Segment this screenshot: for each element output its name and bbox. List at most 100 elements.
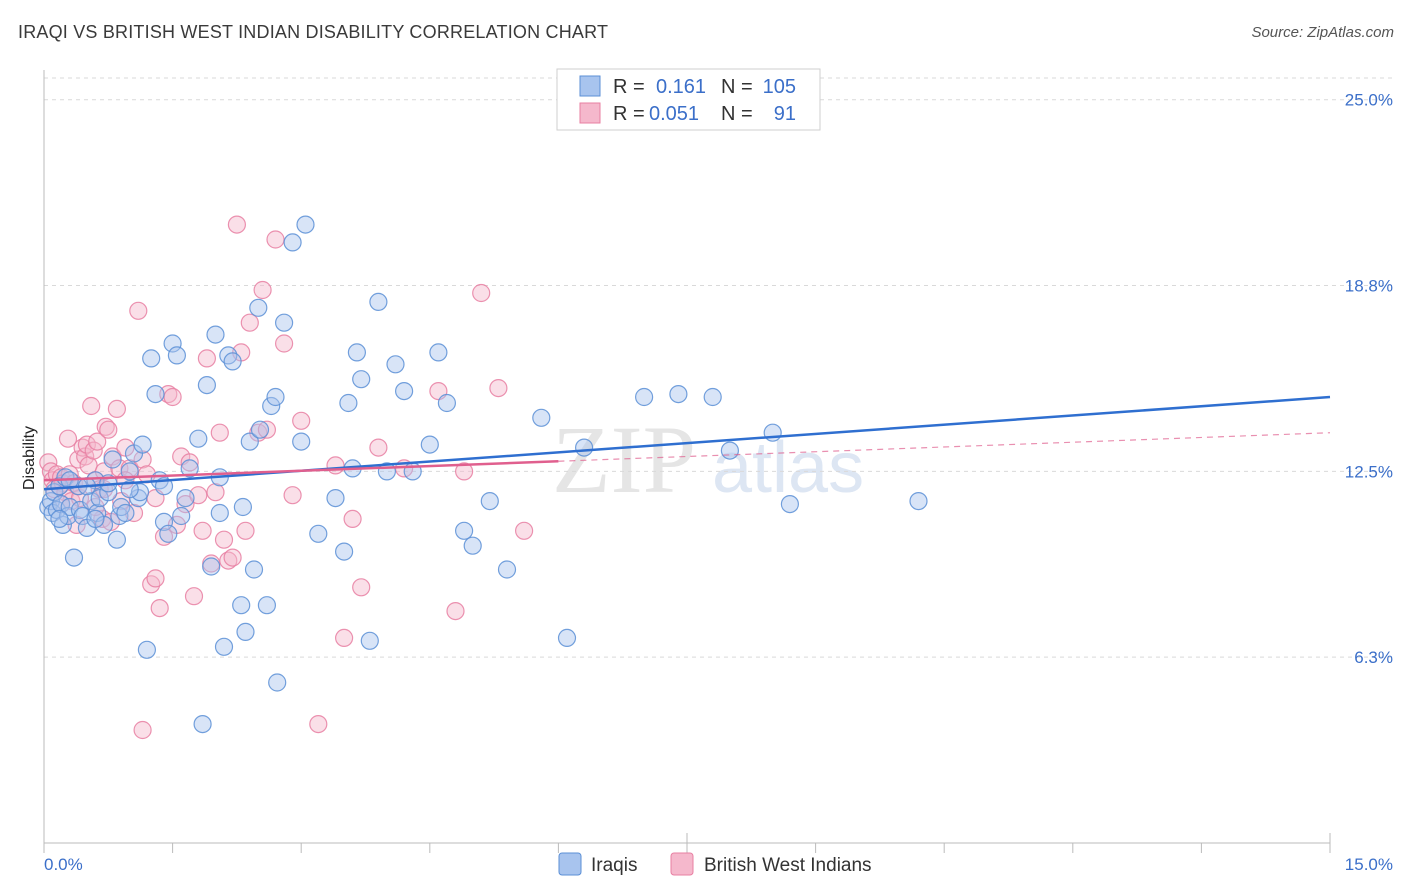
iraqi-point: [275, 313, 294, 332]
iraqi-point: [369, 292, 388, 311]
iraqi-point: [154, 512, 174, 532]
iraqi-point: [60, 497, 79, 517]
iraqi-point: [223, 352, 242, 371]
axes: 6.3% 12.5% 18.8% 25.0%: [43, 70, 1393, 853]
legend-n-label: N =: [721, 76, 753, 98]
bwi-point: [335, 628, 354, 648]
iraqi-point: [64, 548, 84, 567]
y-tick-label: 18.8%: [1345, 277, 1393, 296]
bwi-point: [99, 420, 118, 439]
bwi-trend-line-extension: [558, 432, 1331, 462]
watermark-atlas: atlas: [712, 428, 864, 508]
bwi-point: [275, 334, 294, 353]
iraqi-point: [266, 387, 285, 407]
bottom-legend-swatch-bwi: [670, 852, 694, 876]
bwi-point: [129, 301, 148, 320]
iraqi-point: [193, 714, 212, 734]
iraqi-point: [249, 298, 268, 317]
iraqi-point: [437, 393, 456, 413]
legend-swatch-bwi: [579, 102, 601, 124]
series-legend: Iraqis British West Indians: [558, 852, 872, 876]
iraqi-point: [142, 349, 161, 368]
iraqi-point: [360, 631, 379, 650]
watermark-zip: ZIP: [552, 406, 696, 513]
iraqi-point: [339, 393, 358, 413]
x-tick-label-min: 0.0%: [44, 855, 83, 874]
bottom-legend-label-iraqis: Iraqis: [591, 855, 637, 876]
bwi-point: [489, 379, 508, 398]
bwi-point: [514, 521, 534, 540]
bottom-legend-label-bwi: British West Indians: [704, 855, 872, 876]
iraqi-point: [244, 560, 264, 579]
bwi-point: [283, 486, 302, 505]
bwi-point: [257, 420, 276, 439]
iraqis-trend-line: [43, 395, 1331, 491]
bwi-point: [455, 462, 474, 481]
iraqi-point: [283, 233, 302, 252]
bwi-point: [214, 530, 234, 549]
bwi-point: [266, 230, 285, 249]
bwi-point: [369, 438, 388, 457]
iraqi-point: [420, 435, 439, 454]
bwi-point: [176, 495, 195, 514]
iraqi-point: [103, 450, 122, 469]
legend-r-value: 0.161: [656, 76, 706, 98]
iraqi-point: [172, 506, 191, 526]
bwi-point: [236, 521, 255, 540]
iraqi-point: [133, 435, 152, 454]
iraqi-point: [167, 346, 186, 365]
iraqi-point: [463, 536, 482, 555]
bwi-point: [206, 483, 225, 502]
iraqi-point: [232, 596, 251, 615]
iraqi-point: [202, 557, 221, 576]
bwi-trend-line: [43, 460, 559, 482]
legend-r-label: R =: [613, 76, 645, 98]
iraqi-point: [429, 343, 448, 362]
iraqi-point: [780, 495, 800, 514]
iraqi-point: [236, 622, 255, 642]
series-iraqis: [39, 215, 928, 734]
iraqi-point: [50, 509, 69, 529]
y-tick-label: 12.5%: [1345, 462, 1393, 481]
iraqi-point: [130, 483, 150, 502]
iraqi-point: [532, 408, 551, 427]
iraqi-point: [50, 477, 69, 496]
iraqi-point: [86, 509, 105, 529]
bwi-point: [184, 587, 204, 606]
bwi-point: [197, 349, 216, 368]
iraqi-point: [176, 489, 195, 508]
iraqi-point: [197, 376, 216, 395]
bwi-point: [253, 280, 272, 300]
iraqi-point: [214, 637, 234, 656]
bwi-point: [352, 578, 371, 597]
iraqi-point: [268, 673, 287, 692]
bwi-point: [227, 215, 246, 234]
bwi-point: [150, 598, 169, 618]
iraqi-point: [257, 596, 276, 615]
iraqi-point: [326, 489, 345, 508]
watermark: ZIP atlas: [552, 406, 864, 513]
iraqi-point: [720, 441, 740, 460]
iraqi-point: [233, 497, 252, 517]
legend-r-value: 0.051: [649, 103, 699, 125]
iraqi-point: [146, 385, 165, 404]
legend-n-label: N =: [721, 103, 753, 125]
bwi-point: [82, 396, 101, 416]
bwi-point: [326, 456, 345, 475]
bwi-point: [446, 601, 465, 621]
y-tick-label: 25.0%: [1345, 91, 1393, 110]
chart-title: IRAQI VS BRITISH WEST INDIAN DISABILITY …: [18, 22, 609, 42]
iraqi-point: [455, 521, 474, 540]
iraqi-point: [347, 343, 366, 362]
iraqi-point: [497, 560, 517, 579]
y-axis-label: Disability: [21, 426, 38, 490]
iraqi-point: [352, 370, 371, 389]
bwi-point: [180, 453, 199, 472]
iraqi-point: [335, 542, 354, 561]
iraqi-point: [120, 462, 139, 481]
bwi-point: [146, 569, 165, 588]
legend-n-value: 91: [774, 103, 796, 125]
legend-r-label: R =: [613, 103, 645, 125]
iraqi-point: [163, 334, 182, 353]
bwi-point: [163, 387, 182, 407]
